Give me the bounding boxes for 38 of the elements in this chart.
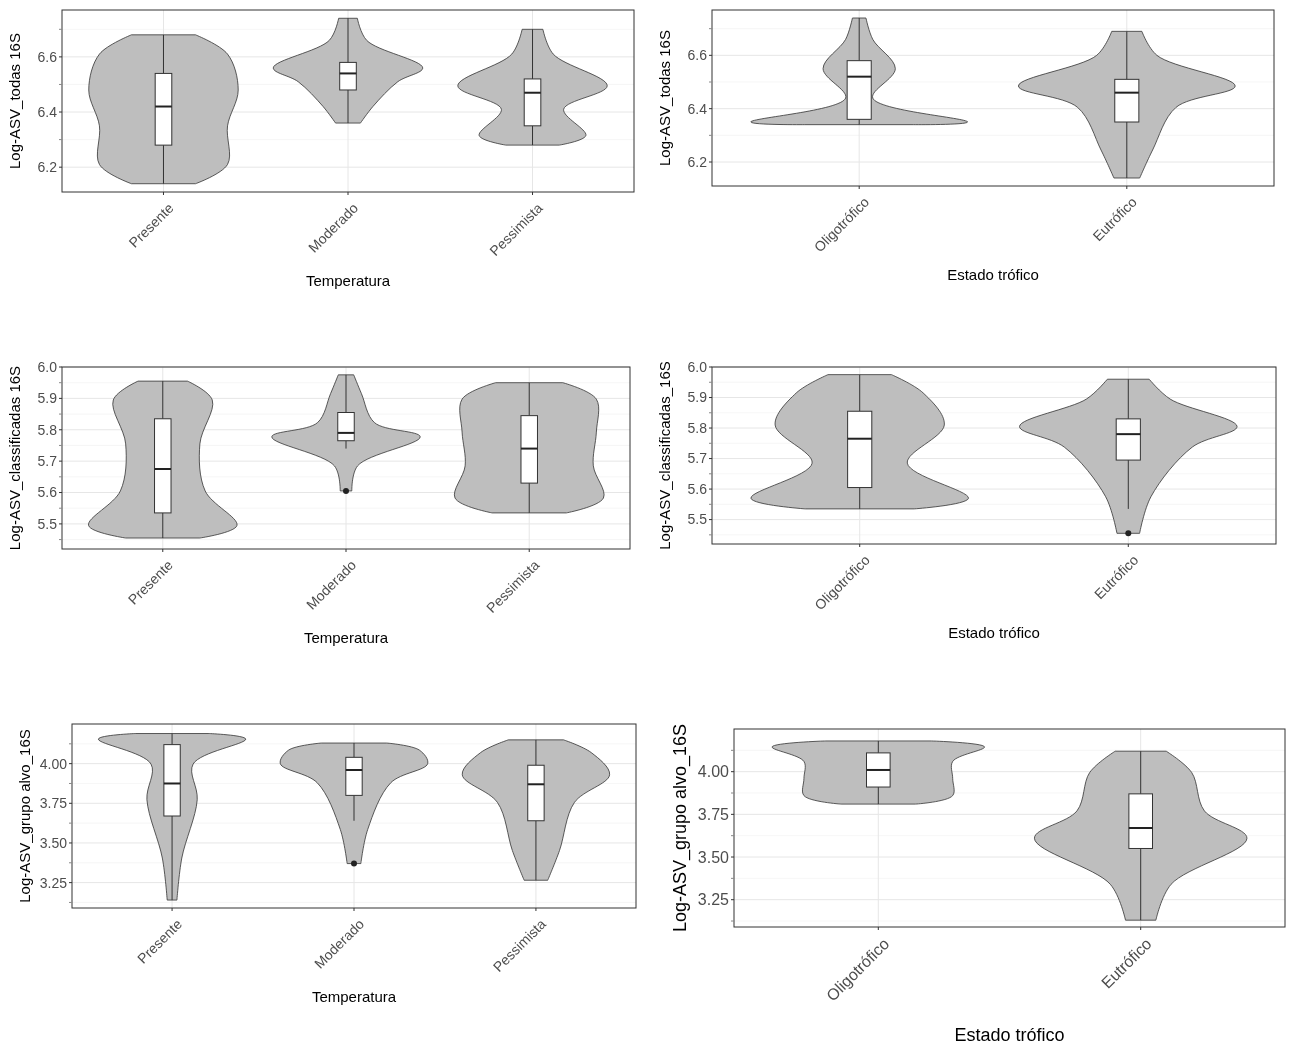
y-axis-title: Log-ASV_classificadas 16S — [6, 365, 23, 551]
y-tick-label: 3.75 — [39, 795, 68, 812]
y-tick-label: 5.7 — [37, 453, 58, 470]
y-tick-label: 3.25 — [697, 891, 730, 909]
y-tick-label: 6.0 — [37, 358, 58, 375]
y-axis-title: Log-ASV_todas 16S — [656, 30, 673, 166]
y-tick-label: 6.4 — [37, 103, 58, 120]
y-axis-title: Log-ASV_classificadas_16S — [656, 361, 673, 550]
y-tick-label: 6.2 — [687, 153, 708, 170]
y-tick-label: 4.00 — [39, 755, 68, 772]
x-axis-title: Temperatura — [303, 629, 389, 646]
y-tick-label: 5.6 — [687, 480, 708, 497]
y-tick-label: 3.75 — [697, 805, 730, 823]
y-tick-label: 6.6 — [37, 48, 58, 65]
y-tick-label: 5.8 — [687, 419, 708, 436]
y-axis-title: Log-ASV_todas 16S — [6, 33, 23, 169]
y-tick-label: 5.9 — [687, 389, 708, 406]
x-axis-title: Estado trófico — [954, 1025, 1065, 1045]
y-tick-label: 4.00 — [697, 763, 730, 781]
y-tick-label: 6.0 — [687, 358, 708, 375]
y-tick-label: 6.4 — [687, 100, 708, 117]
x-axis-title: Temperatura — [305, 272, 391, 289]
y-tick-label: 5.5 — [37, 515, 58, 532]
y-tick-label: 3.50 — [697, 848, 730, 866]
y-tick-label: 5.5 — [687, 511, 708, 528]
y-tick-label: 6.2 — [37, 159, 58, 176]
y-tick-label: 5.7 — [687, 450, 708, 467]
x-axis-title: Temperatura — [311, 988, 397, 1005]
y-axis-title: Log-ASV_grupo alvo_16S — [670, 723, 691, 933]
x-axis-title: Estado trófico — [947, 266, 1039, 283]
y-tick-label: 3.25 — [39, 874, 68, 891]
y-axis-title: Log-ASV_grupo alvo_16S — [16, 729, 33, 903]
y-tick-label: 3.50 — [39, 834, 68, 851]
y-tick-label: 5.8 — [37, 421, 58, 438]
y-tick-label: 5.9 — [37, 390, 58, 407]
y-tick-label: 6.6 — [687, 47, 708, 64]
y-tick-label: 5.6 — [37, 484, 58, 501]
x-axis-title: Estado trófico — [948, 624, 1040, 641]
